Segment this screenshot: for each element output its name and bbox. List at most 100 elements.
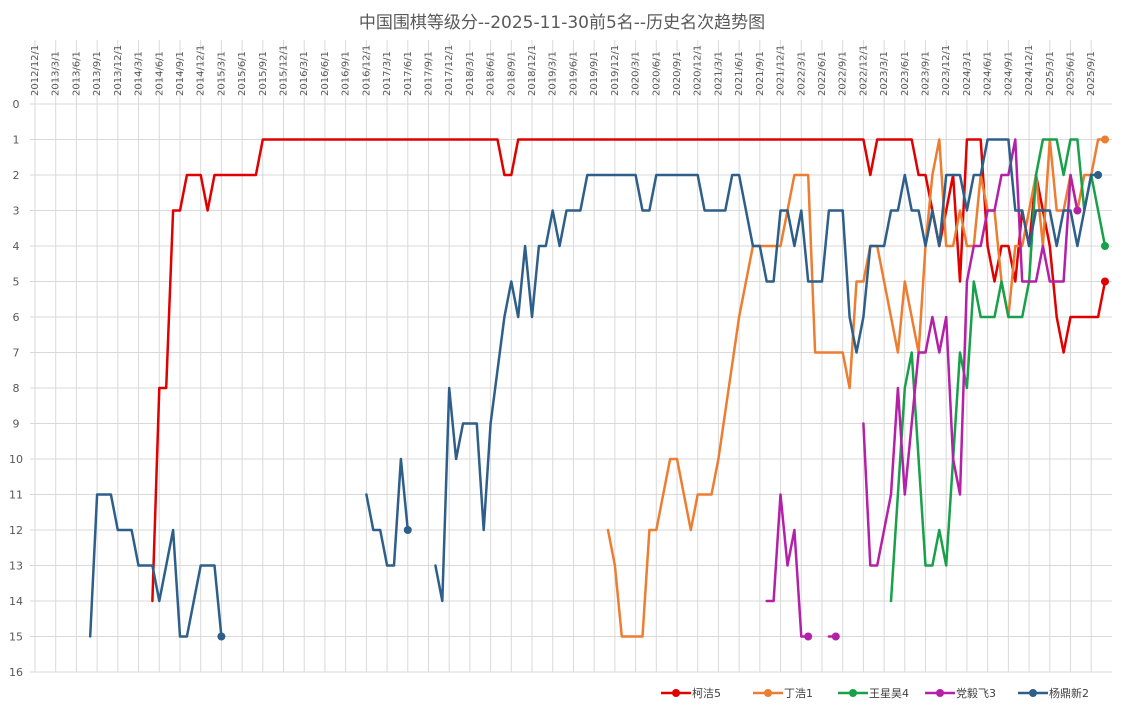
- x-tick-label-39: 2022/9/1: [838, 51, 849, 96]
- series-3-end-marker-2: [1073, 206, 1082, 215]
- x-axis-ticks: 2012/12/1 2013/3/1 2013/6/1 2013/9/1 2013/12…: [30, 45, 1097, 96]
- y-tick-label-10: 10: [9, 453, 23, 466]
- x-tick-label-3: 2013/9/1: [92, 51, 103, 96]
- x-tick-label-2: 2013/6/1: [71, 51, 82, 96]
- series-2-end-marker-0: [1101, 242, 1109, 250]
- legend-swatch-marker-2: [849, 689, 857, 697]
- x-tick-label-14: 2016/6/1: [320, 51, 331, 96]
- x-tick-label-42: 2023/6/1: [900, 51, 911, 96]
- legend-label-3: 党毅飞3: [956, 686, 996, 700]
- x-tick-label-17: 2017/3/1: [382, 51, 393, 96]
- x-tick-label-9: 2015/3/1: [216, 51, 227, 96]
- x-tick-label-5: 2014/3/1: [134, 51, 145, 96]
- chart-title: 中国围棋等级分--2025-11-30前5名--历史名次趋势图: [359, 13, 765, 33]
- series-2: [889, 138, 1109, 603]
- legend-swatch-marker-0: [672, 689, 680, 697]
- y-tick-label-1: 1: [13, 134, 20, 147]
- x-tick-label-38: 2022/6/1: [817, 51, 828, 96]
- series-4-line-1: [365, 457, 410, 567]
- y-tick-label-8: 8: [13, 382, 20, 395]
- series-3-line-0: [765, 493, 810, 638]
- x-tick-label-27: 2019/9/1: [589, 51, 600, 96]
- x-tick-label-0: 2012/12/1: [30, 45, 41, 96]
- series-0-end-marker-0: [1101, 277, 1109, 286]
- y-tick-label-12: 12: [9, 524, 23, 537]
- series-4: [88, 138, 1103, 641]
- x-tick-label-6: 2014/6/1: [154, 51, 165, 96]
- legend: 柯洁5 丁浩1 王星昊4 党毅飞3 杨鼎新2: [661, 686, 1089, 700]
- series-1-line-0: [606, 138, 1107, 638]
- x-tick-label-29: 2020/3/1: [631, 51, 642, 96]
- series-1-end-marker-0: [1101, 135, 1109, 144]
- x-tick-label-32: 2020/12/1: [693, 45, 704, 96]
- series-1: [606, 135, 1109, 638]
- x-tick-label-16: 2016/12/1: [361, 45, 372, 96]
- series-3: [765, 138, 1082, 641]
- x-tick-label-35: 2021/9/1: [755, 51, 766, 96]
- x-tick-label-45: 2024/3/1: [962, 51, 973, 96]
- x-tick-label-44: 2023/12/1: [941, 45, 952, 96]
- x-tick-label-20: 2017/12/1: [444, 45, 455, 96]
- x-tick-label-48: 2024/12/1: [1024, 45, 1035, 96]
- series-3-end-marker-1: [831, 632, 840, 641]
- series-3-line-2: [862, 138, 1079, 567]
- y-tick-label-5: 5: [13, 276, 20, 289]
- y-tick-label-15: 15: [9, 631, 23, 644]
- series-4-end-marker-0: [217, 632, 226, 641]
- x-tick-label-19: 2017/9/1: [423, 51, 434, 96]
- x-tick-label-28: 2019/12/1: [610, 45, 621, 96]
- x-tick-label-26: 2019/6/1: [568, 51, 579, 96]
- x-tick-label-34: 2021/6/1: [734, 51, 745, 96]
- x-tick-label-21: 2018/3/1: [465, 51, 476, 96]
- x-tick-label-43: 2023/9/1: [921, 51, 932, 96]
- y-tick-label-9: 9: [13, 418, 20, 431]
- y-tick-label-6: 6: [13, 311, 20, 324]
- x-tick-label-12: 2015/12/1: [279, 45, 290, 96]
- x-tick-label-30: 2020/6/1: [651, 51, 662, 96]
- x-tick-label-7: 2014/9/1: [175, 51, 186, 96]
- legend-swatch-marker-3: [936, 689, 944, 697]
- series-4-line-0: [88, 493, 223, 638]
- x-tick-label-10: 2015/6/1: [237, 51, 248, 96]
- series-0-line-0: [151, 138, 1107, 603]
- x-tick-label-13: 2016/3/1: [299, 51, 310, 96]
- x-tick-label-47: 2024/9/1: [1003, 51, 1014, 96]
- series-4-line-2: [434, 138, 1100, 603]
- y-tick-label-2: 2: [13, 169, 20, 182]
- x-tick-label-11: 2015/9/1: [258, 51, 269, 96]
- x-tick-label-15: 2016/9/1: [341, 51, 352, 96]
- y-tick-label-4: 4: [13, 240, 20, 253]
- x-tick-label-31: 2020/9/1: [672, 51, 683, 96]
- series-2-line-0: [889, 138, 1107, 603]
- x-tick-label-41: 2023/3/1: [879, 51, 890, 96]
- y-tick-label-11: 11: [9, 489, 23, 502]
- legend-swatch-marker-4: [1029, 689, 1037, 697]
- legend-label-4: 杨鼎新2: [1049, 686, 1089, 700]
- x-tick-label-33: 2021/3/1: [713, 51, 724, 96]
- legend-swatch-marker-1: [764, 689, 772, 697]
- series-4-end-marker-2: [1094, 171, 1103, 179]
- legend-label-1: 丁浩1: [784, 687, 813, 700]
- series-3-end-marker-0: [804, 632, 813, 641]
- x-tick-label-49: 2025/3/1: [1045, 51, 1056, 96]
- x-tick-label-50: 2025/6/1: [1065, 51, 1076, 96]
- y-tick-label-7: 7: [13, 347, 20, 360]
- x-tick-label-1: 2013/3/1: [51, 51, 62, 96]
- x-tick-label-4: 2013/12/1: [113, 45, 124, 96]
- x-tick-label-40: 2022/12/1: [858, 45, 869, 96]
- gridlines: [30, 40, 1112, 673]
- x-tick-label-8: 2014/12/1: [196, 45, 207, 96]
- x-tick-label-37: 2022/3/1: [796, 51, 807, 96]
- x-tick-label-24: 2018/12/1: [527, 45, 538, 96]
- y-tick-label-3: 3: [13, 205, 20, 218]
- x-tick-label-22: 2018/6/1: [486, 51, 497, 96]
- y-tick-label-0: 0: [13, 98, 20, 111]
- y-tick-label-16: 16: [9, 666, 23, 679]
- x-tick-label-51: 2025/9/1: [1086, 51, 1097, 96]
- x-tick-label-18: 2017/6/1: [403, 51, 414, 96]
- x-tick-label-23: 2018/9/1: [506, 51, 517, 96]
- series-4-end-marker-1: [403, 526, 412, 534]
- legend-label-2: 王星昊4: [869, 687, 909, 700]
